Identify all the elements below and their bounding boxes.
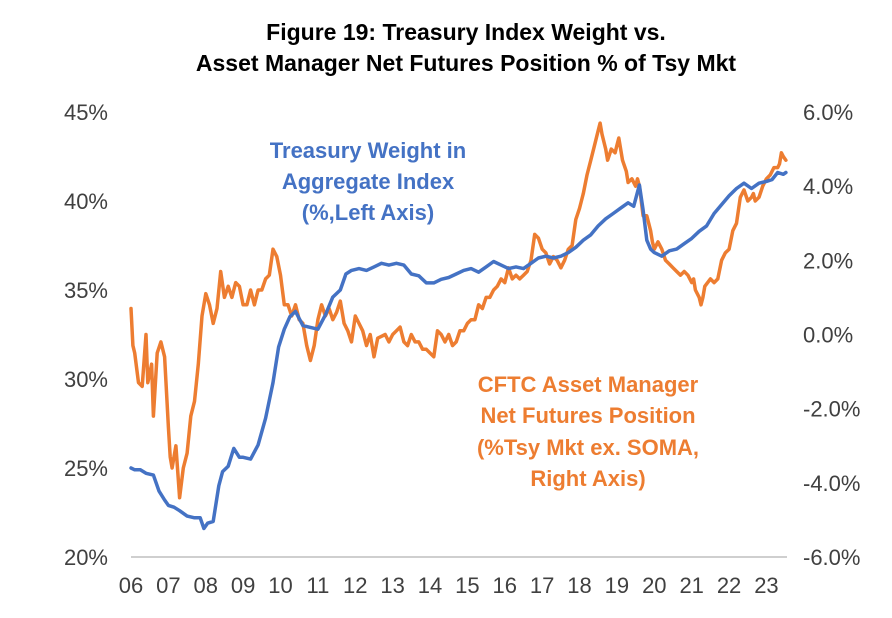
x-tick-label: 13: [380, 573, 404, 598]
x-tick-label: 07: [156, 573, 180, 598]
x-tick-label: 18: [567, 573, 591, 598]
x-tick-labels: 06 07 08 09 10 11 12 13 14 15 16 17 18 19 20 21 22 23: [119, 573, 779, 598]
y-right-tick-label: -6.0%: [803, 545, 860, 570]
y-left-tick-labels: 20% 25% 30% 35% 40% 45%: [64, 100, 108, 570]
y-right-tick-labels: -6.0% -4.0% -2.0% 0.0% 2.0% 4.0% 6.0%: [803, 100, 860, 570]
y-left-tick-label: 40%: [64, 189, 108, 214]
x-tick-label: 15: [455, 573, 479, 598]
x-tick-label: 20: [642, 573, 666, 598]
x-tick-label: 19: [605, 573, 629, 598]
cftc-series-line: [129, 121, 788, 500]
treasury-series-line: [129, 170, 788, 531]
x-tick-label: 09: [231, 573, 255, 598]
x-tick-label: 11: [306, 573, 329, 598]
y-left-tick-label: 30%: [64, 367, 108, 392]
treasury-annotation-line-1: Treasury Weight in: [270, 138, 466, 163]
series-layer: [129, 121, 788, 531]
y-right-tick-label: 6.0%: [803, 100, 853, 125]
x-tick-label: 16: [493, 573, 517, 598]
y-right-tick-label: 4.0%: [803, 174, 853, 199]
y-left-tick-label: 25%: [64, 456, 108, 481]
y-right-tick-label: 2.0%: [803, 248, 853, 273]
treasury-annotation-line-3: (%,Left Axis): [302, 200, 434, 225]
x-tick-label: 21: [679, 573, 703, 598]
x-tick-label: 22: [717, 573, 741, 598]
x-tick-label: 14: [418, 573, 442, 598]
x-tick-label: 06: [119, 573, 143, 598]
chart-title-line-2: Asset Manager Net Futures Position % of …: [196, 50, 737, 76]
cftc-annotation-line-2: Net Futures Position: [480, 403, 695, 428]
treasury-annotation-line-2: Aggregate Index: [282, 169, 455, 194]
y-right-tick-label: -4.0%: [803, 471, 860, 496]
x-tick-label: 08: [194, 573, 218, 598]
y-right-tick-label: 0.0%: [803, 323, 853, 348]
cftc-annotation-line-3: (%Tsy Mkt ex. SOMA,: [477, 435, 699, 460]
y-left-tick-label: 35%: [64, 278, 108, 303]
y-right-tick-label: -2.0%: [803, 397, 860, 422]
cftc-annotation-line-4: Right Axis): [530, 466, 645, 491]
treasury-annotation: Treasury Weight in Aggregate Index (%,Le…: [270, 138, 466, 225]
x-tick-label: 10: [268, 573, 292, 598]
x-tick-label: 17: [530, 573, 554, 598]
x-tick-label: 12: [343, 573, 367, 598]
cftc-annotation-line-1: CFTC Asset Manager: [478, 372, 699, 397]
cftc-annotation: CFTC Asset Manager Net Futures Position …: [477, 372, 699, 491]
y-left-tick-label: 20%: [64, 545, 108, 570]
x-tick-label: 23: [754, 573, 778, 598]
y-left-tick-label: 45%: [64, 100, 108, 125]
chart-title-line-1: Figure 19: Treasury Index Weight vs.: [266, 19, 666, 45]
